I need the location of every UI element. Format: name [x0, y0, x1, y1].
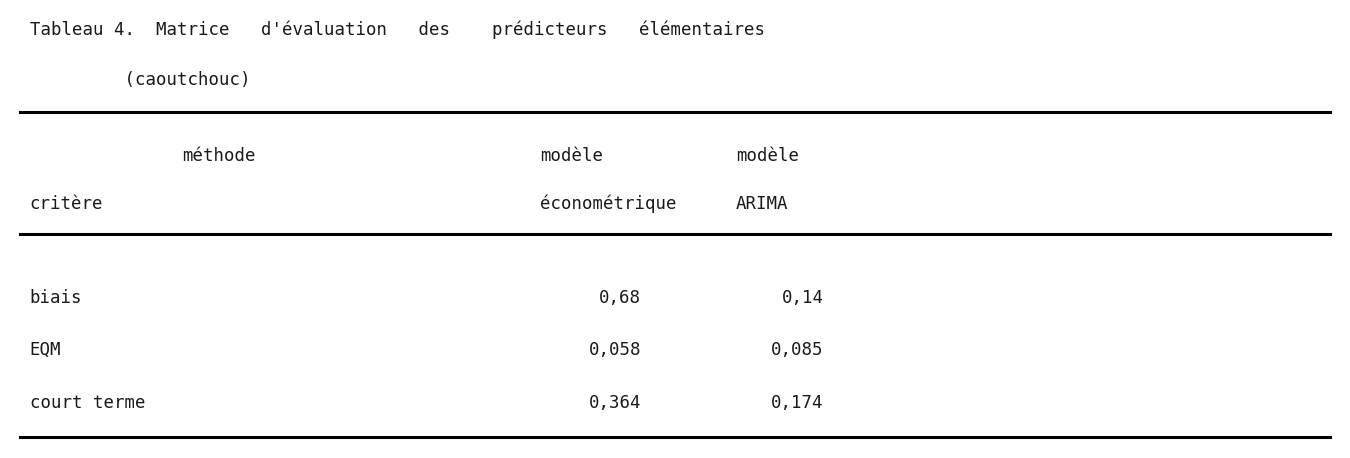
Text: économétrique: économétrique	[540, 195, 676, 213]
Text: modèle: modèle	[736, 147, 799, 164]
Text: critère: critère	[30, 195, 103, 213]
Text: 0,14: 0,14	[782, 289, 824, 306]
Text: 0,68: 0,68	[599, 289, 641, 306]
Text: 0,174: 0,174	[771, 394, 824, 412]
Text: ARIMA: ARIMA	[736, 195, 788, 213]
Text: EQM: EQM	[30, 341, 61, 359]
Text: modèle: modèle	[540, 147, 603, 164]
Text: 0,364: 0,364	[589, 394, 641, 412]
Text: 0,085: 0,085	[771, 341, 824, 359]
Text: court terme: court terme	[30, 394, 146, 412]
Text: méthode: méthode	[182, 147, 255, 164]
Text: biais: biais	[30, 289, 82, 306]
Text: Tableau 4.  Matrice   d'évaluation   des    prédicteurs   élémentaires: Tableau 4. Matrice d'évaluation des préd…	[30, 21, 764, 39]
Text: (caoutchouc): (caoutchouc)	[30, 71, 250, 89]
Text: 0,058: 0,058	[589, 341, 641, 359]
